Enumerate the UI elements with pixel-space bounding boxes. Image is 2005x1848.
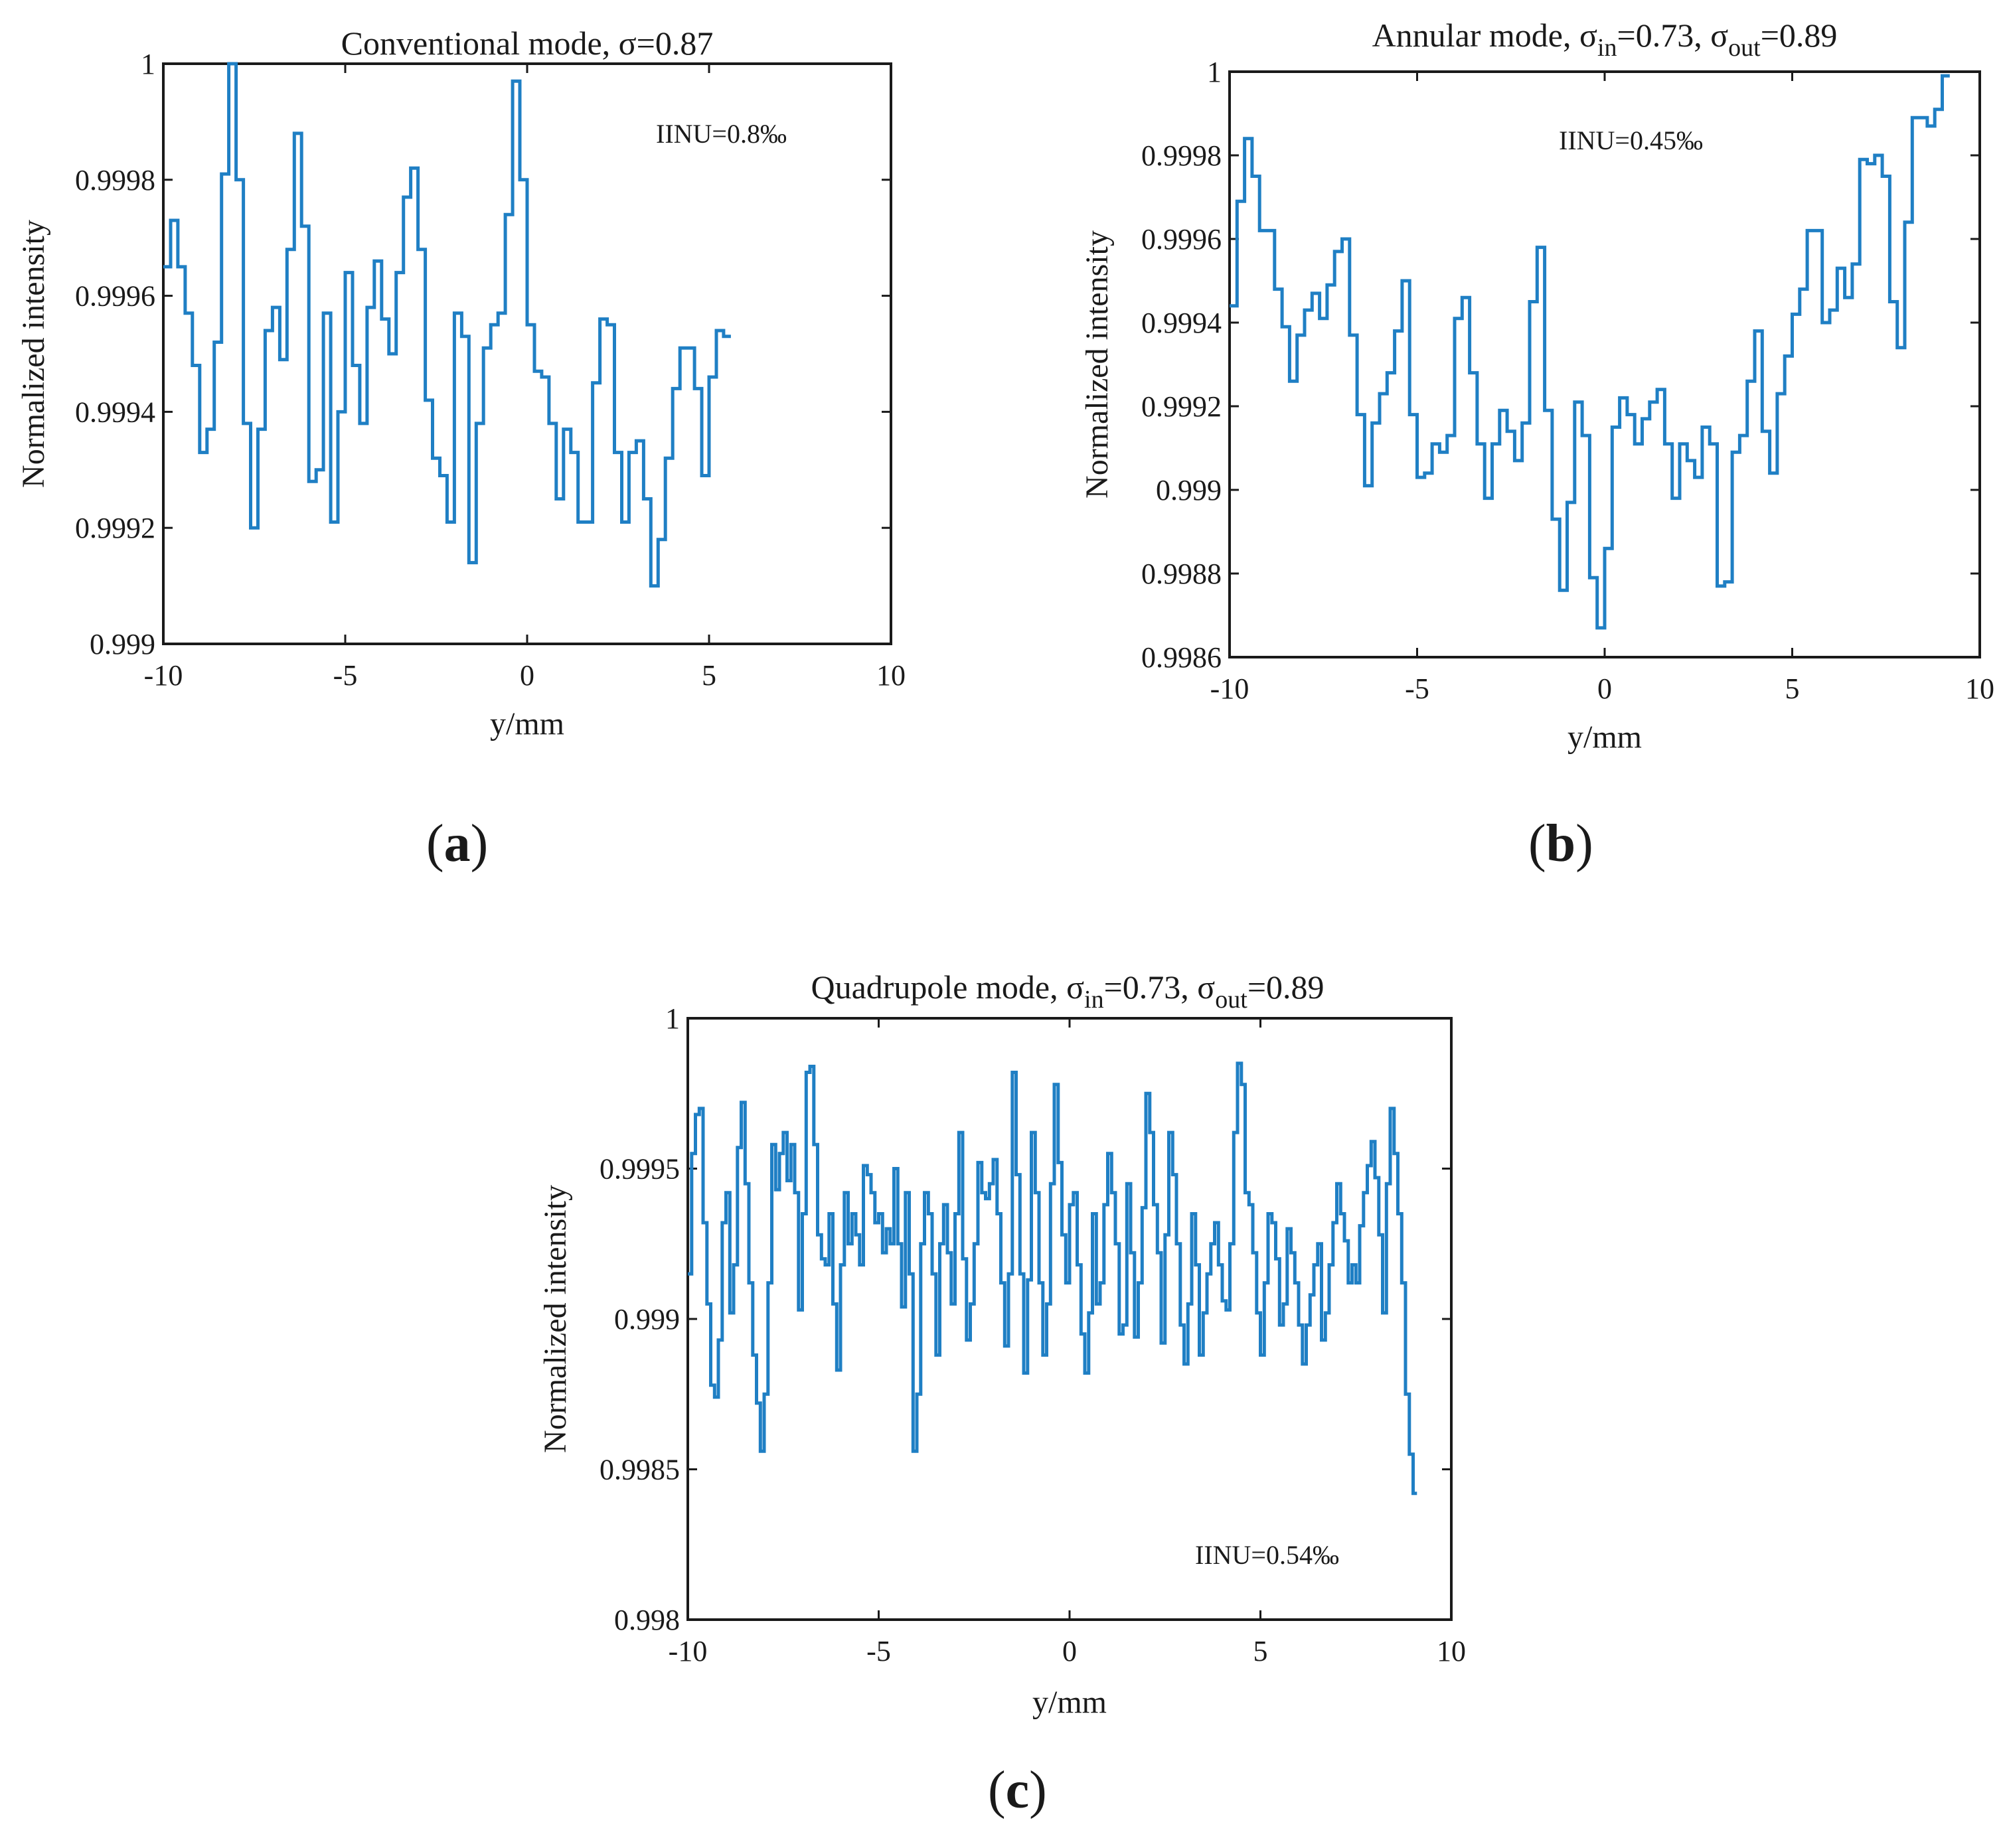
y-tick-label-a-1: 0.9992 xyxy=(75,512,155,544)
x-tick-label-a-2: 0 xyxy=(520,659,534,692)
y-tick-label-a-4: 0.9998 xyxy=(75,164,155,196)
y-tick-label-c-3: 0.9995 xyxy=(600,1153,680,1186)
y-tick-label-a-3: 0.9996 xyxy=(75,280,155,313)
y-tick-label-c-0: 0.998 xyxy=(614,1604,680,1636)
y-axis-label-a: Normalized intensity xyxy=(16,220,51,488)
panel-label-b: (b) xyxy=(1528,814,1593,873)
x-tick-label-b-1: -5 xyxy=(1405,672,1429,705)
panel-label-a: (a) xyxy=(426,814,489,873)
chart-title-b: Annular mode, σin=0.73, σout=0.89 xyxy=(1372,17,1838,62)
iinu-annotation-c: IINU=0.54‰ xyxy=(1195,1540,1339,1570)
x-tick-label-c-0: -10 xyxy=(669,1635,708,1667)
y-tick-label-b-3: 0.9992 xyxy=(1141,390,1222,423)
x-tick-label-c-2: 0 xyxy=(1062,1635,1077,1667)
x-tick-label-c-4: 10 xyxy=(1437,1635,1466,1667)
x-tick-label-b-2: 0 xyxy=(1597,672,1612,705)
plot-frame-c xyxy=(686,1017,1453,1621)
y-tick-label-b-6: 0.9998 xyxy=(1141,139,1222,172)
panel-label-c: (c) xyxy=(988,1761,1047,1819)
chart-b-group: -10 -5 0 5 10 0.9986 0.9988 0.999 0.9992 0.9994 0.… xyxy=(1080,17,1994,755)
y-tick-label-b-5: 0.9996 xyxy=(1141,223,1222,256)
chart-c-group: -10 -5 0 5 10 0.998 0.9985 0.999 0.9995 1 y/mm Norm… xyxy=(538,968,1466,1720)
x-tick-label-b-0: -10 xyxy=(1210,672,1249,705)
series-line-c xyxy=(688,1061,1417,1496)
y-tick-label-c-4: 1 xyxy=(665,1002,680,1035)
y-axis-label-c: Normalized intensity xyxy=(538,1185,573,1453)
y-tick-label-b-0: 0.9986 xyxy=(1141,641,1222,674)
y-tick-label-c-2: 0.999 xyxy=(614,1303,680,1336)
x-tick-label-b-4: 10 xyxy=(1965,672,1994,705)
y-tick-label-b-2: 0.999 xyxy=(1156,474,1222,506)
chart-a-group: -10 -5 0 5 10 0.999 0.9992 0.9994 0.9996 0.9998 1 y… xyxy=(16,25,906,741)
x-axis-label-c: y/mm xyxy=(1032,1685,1107,1720)
x-tick-label-b-3: 5 xyxy=(1785,672,1800,705)
y-tick-label-a-5: 1 xyxy=(141,48,155,80)
y-tick-label-b-7: 1 xyxy=(1207,56,1222,88)
series-line-b xyxy=(1230,74,1950,630)
x-tick-label-a-4: 10 xyxy=(876,659,906,692)
plot-frame-b xyxy=(1228,70,1981,658)
y-axis-label-b: Normalized intensity xyxy=(1080,230,1115,499)
x-tick-label-c-3: 5 xyxy=(1253,1635,1268,1667)
x-axis-label-a: y/mm xyxy=(490,706,564,741)
chart-title-a: Conventional mode, σ=0.87 xyxy=(341,25,714,62)
series-line-a xyxy=(163,62,731,588)
iinu-annotation-b: IINU=0.45‰ xyxy=(1559,125,1703,155)
x-tick-label-a-0: -10 xyxy=(144,659,183,692)
plot-frame-a xyxy=(162,62,892,645)
x-tick-label-a-3: 5 xyxy=(702,659,716,692)
y-tick-label-b-4: 0.9994 xyxy=(1141,307,1222,339)
x-tick-label-a-1: -5 xyxy=(333,659,358,692)
iinu-annotation-a: IINU=0.8‰ xyxy=(656,119,787,149)
y-tick-label-b-1: 0.9988 xyxy=(1141,558,1222,590)
x-tick-label-c-1: -5 xyxy=(866,1635,891,1667)
y-tick-label-c-1: 0.9985 xyxy=(600,1454,680,1486)
x-axis-label-b: y/mm xyxy=(1567,720,1642,755)
y-tick-label-a-0: 0.999 xyxy=(90,628,155,660)
y-tick-label-a-2: 0.9994 xyxy=(75,396,155,428)
chart-title-c: Quadrupole mode, σin=0.73, σout=0.89 xyxy=(811,968,1324,1014)
